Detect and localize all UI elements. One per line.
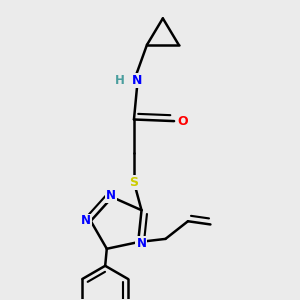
Text: N: N (81, 214, 91, 227)
Text: S: S (129, 176, 138, 189)
Text: N: N (136, 237, 146, 250)
Text: H: H (115, 74, 124, 88)
Text: N: N (106, 189, 116, 202)
Text: N: N (132, 74, 142, 88)
Text: O: O (178, 115, 188, 128)
